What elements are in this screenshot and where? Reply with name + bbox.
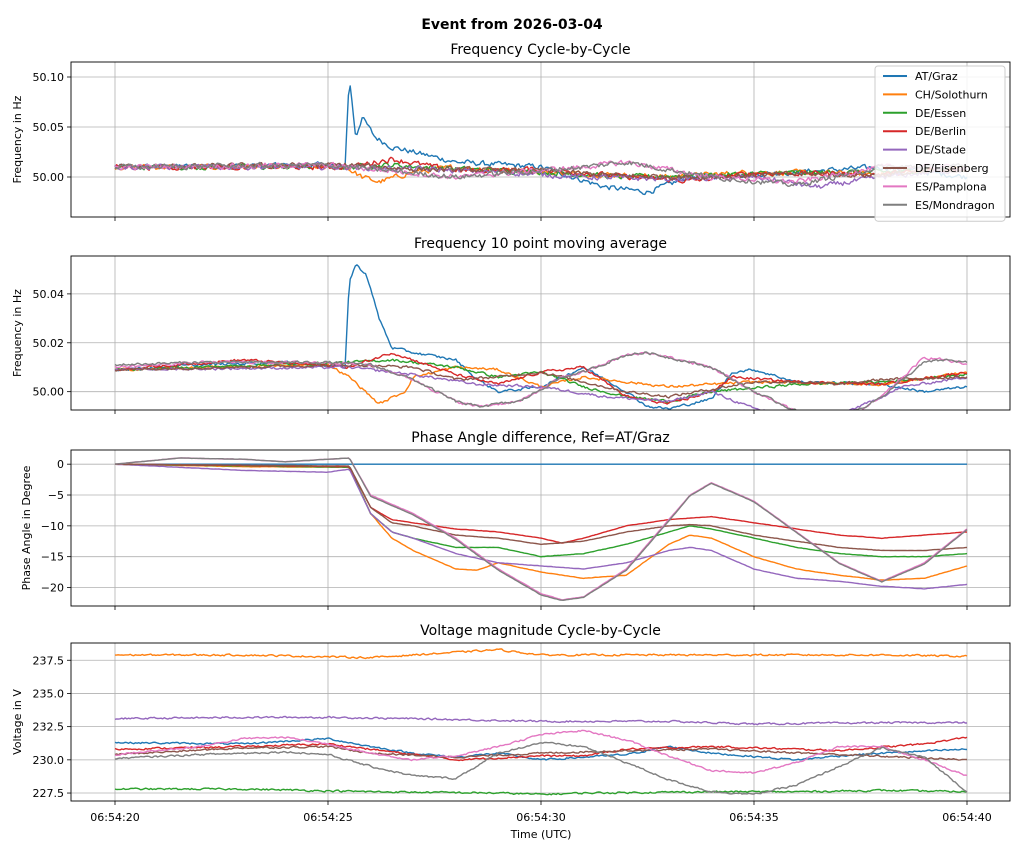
axes-frame (70, 61, 1011, 218)
y-tick-label: 237.5 (33, 654, 65, 667)
subplot-panels: 50.00 50.05 50.10 Frequency Cycle-by-Cycle F… (11, 42, 1011, 824)
subplot-title: Phase Angle difference, Ref=AT/Graz (411, 430, 669, 446)
legend-box (874, 65, 1006, 222)
series-line-es-mondragon (114, 351, 968, 410)
subplot-4: 06:54:20 06:54:25 06:54:30 06:54:35 06:54:40… (11, 623, 1011, 824)
x-tick-label: 06:54:25 (303, 811, 352, 824)
series-line-ch-solothurn (114, 648, 968, 660)
subplot-3: 0 −5 −10 −15 −20 Phase Angle difference, Ref=… (20, 430, 1011, 610)
subplot-title: Voltage magnitude Cycle-by-Cycle (420, 623, 661, 639)
y-tick-label: 227.5 (33, 787, 65, 800)
axes-frame (70, 449, 1011, 607)
figure-suptitle: Event from 2026-03-04 (421, 17, 603, 33)
axes-frame (70, 255, 1011, 411)
y-tick-label: −15 (41, 551, 64, 564)
series-line-de-eisenberg (114, 363, 968, 399)
legend-label: AT/Graz (915, 70, 958, 83)
subplot-1: 50.00 50.05 50.10 Frequency Cycle-by-Cycle F… (11, 42, 1011, 221)
series-line-de-eisenberg (114, 745, 968, 761)
subplot-2: 50.00 50.02 50.04 Frequency 10 point moving… (11, 236, 1011, 414)
y-tick-label: 230.0 (33, 754, 65, 767)
series-line-de-eisenberg (115, 463, 968, 552)
y-axis-label: Frequency in Hz (11, 289, 24, 377)
legend-label: DE/Essen (915, 107, 966, 120)
x-tick-label: 06:54:20 (90, 811, 139, 824)
y-tick-label: 0 (57, 458, 64, 471)
series-line-de-stade (114, 463, 968, 590)
y-tick-label: 50.02 (33, 337, 65, 350)
legend: AT/Graz CH/Solothurn DE/Essen DE/Berlin DE/S… (874, 65, 1006, 222)
x-tick-label: 06:54:35 (729, 811, 778, 824)
y-tick-label: 50.10 (33, 71, 65, 84)
y-tick-label: 50.05 (33, 121, 65, 134)
y-tick-label: −5 (48, 489, 64, 502)
y-tick-label: 50.00 (33, 171, 65, 184)
subplot-title: Frequency Cycle-by-Cycle (450, 42, 630, 58)
y-tick-label: 50.04 (33, 288, 65, 301)
series-group (114, 648, 968, 796)
y-tick-label: −10 (41, 520, 64, 533)
x-axis-label: Time (UTC) (510, 828, 572, 841)
series-line-de-stade (114, 365, 968, 410)
y-tick-label: −20 (41, 582, 64, 595)
y-tick-label: 235.0 (33, 687, 65, 700)
legend-label: DE/Berlin (915, 125, 966, 138)
y-axis-label: Frequency in Hz (11, 95, 24, 183)
series-line-de-berlin (114, 736, 968, 762)
y-axis-label: Phase Angle in Degree (20, 465, 33, 590)
series-group (114, 264, 968, 410)
series-line-es-pamplona (114, 729, 968, 776)
series-line-es-mondragon (114, 161, 968, 187)
series-line-at-graz (114, 737, 968, 761)
series-line-es-mondragon (114, 741, 968, 795)
series-group (114, 457, 968, 601)
y-tick-label: 232.5 (33, 721, 65, 734)
legend-label: DE/Stade (915, 144, 966, 157)
y-tick-label: 50.00 (33, 386, 65, 399)
legend-label: ES/Mondragon (915, 199, 995, 212)
series-line-de-stade (114, 715, 967, 726)
legend-label: CH/Solothurn (915, 88, 988, 101)
subplot-title: Frequency 10 point moving average (414, 236, 667, 252)
axes-frame (70, 642, 1011, 802)
x-tick-label: 06:54:40 (942, 811, 991, 824)
y-axis-label: Voltage in V (11, 689, 24, 755)
legend-label: DE/Eisenberg (915, 162, 989, 175)
series-line-de-essen (114, 787, 968, 796)
series-group (114, 85, 968, 196)
legend-label: ES/Pamplona (915, 180, 987, 193)
series-line-es-mondragon (115, 457, 968, 601)
x-tick-label: 06:54:30 (516, 811, 565, 824)
